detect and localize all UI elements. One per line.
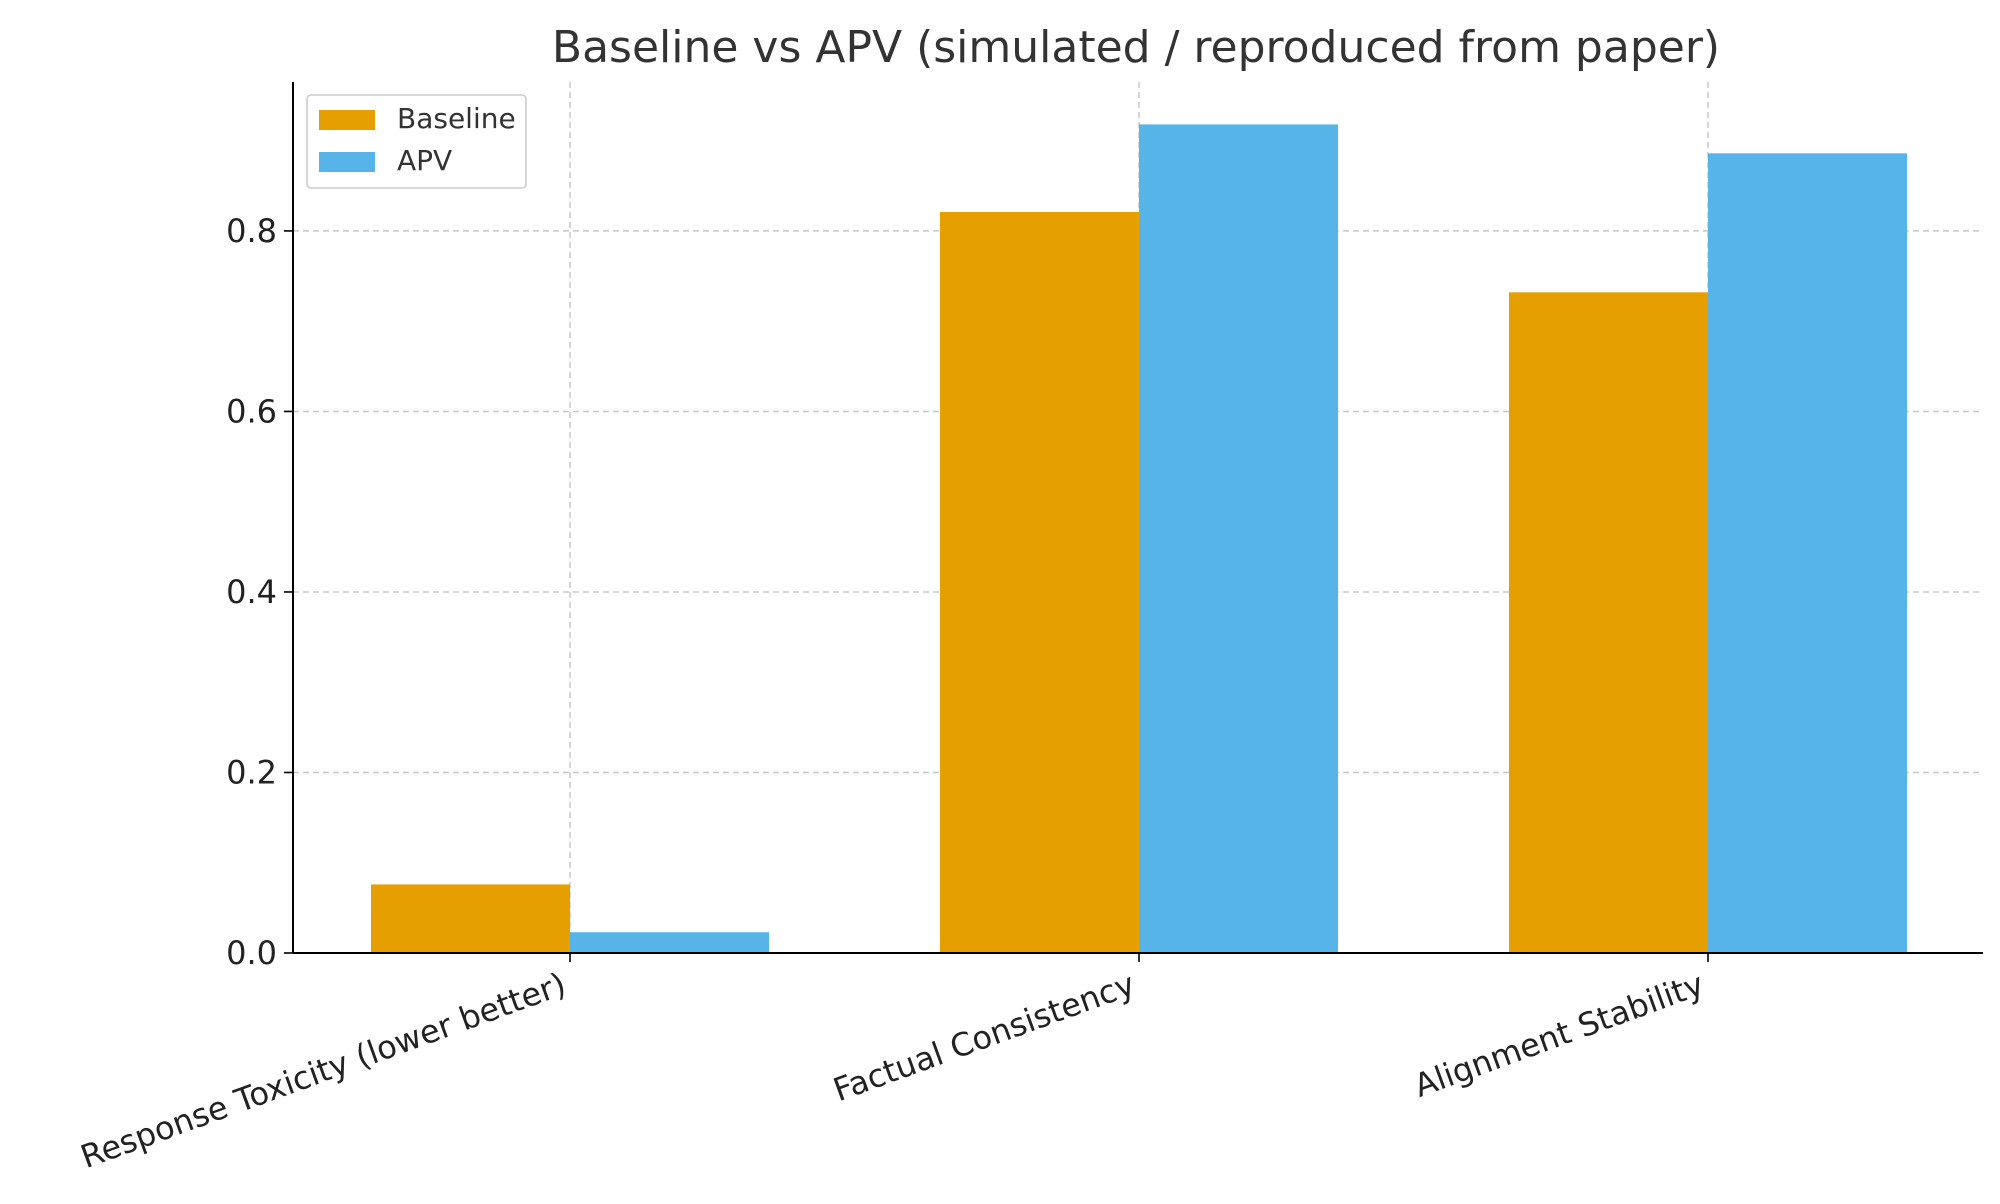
bars <box>371 124 1907 954</box>
legend-label-baseline: Baseline <box>397 102 516 135</box>
bar-baseline-1 <box>940 211 1139 954</box>
bar-baseline-2 <box>1509 292 1708 954</box>
x-axis-ticks: Response Toxicity (lower better) Factual … <box>76 953 1709 1176</box>
x-tick-label: Factual Consistency <box>828 965 1139 1109</box>
legend: Baseline APV <box>306 94 527 189</box>
y-tick-label: 0.0 <box>226 934 277 972</box>
chart-title: Baseline vs APV (simulated / reproduced … <box>552 22 1720 73</box>
x-tick-label: Response Toxicity (lower better) <box>76 965 571 1176</box>
y-tick-label: 0.4 <box>226 573 277 611</box>
legend-label-apv: APV <box>397 144 452 177</box>
legend-swatch-apv <box>319 152 375 172</box>
bar-baseline-0 <box>371 884 570 953</box>
bar-apv-1 <box>1139 124 1338 954</box>
legend-swatch-baseline <box>319 110 375 130</box>
y-tick-label: 0.2 <box>226 753 277 791</box>
y-tick-label: 0.8 <box>226 212 277 250</box>
axes <box>292 82 1983 954</box>
bar-apv-2 <box>1708 153 1907 953</box>
bar-apv-0 <box>570 932 769 953</box>
y-tick-label: 0.6 <box>226 392 277 430</box>
x-tick-label: Alignment Stability <box>1409 965 1709 1105</box>
y-axis-ticks: 0.0 0.2 0.4 0.6 0.8 <box>226 212 293 972</box>
